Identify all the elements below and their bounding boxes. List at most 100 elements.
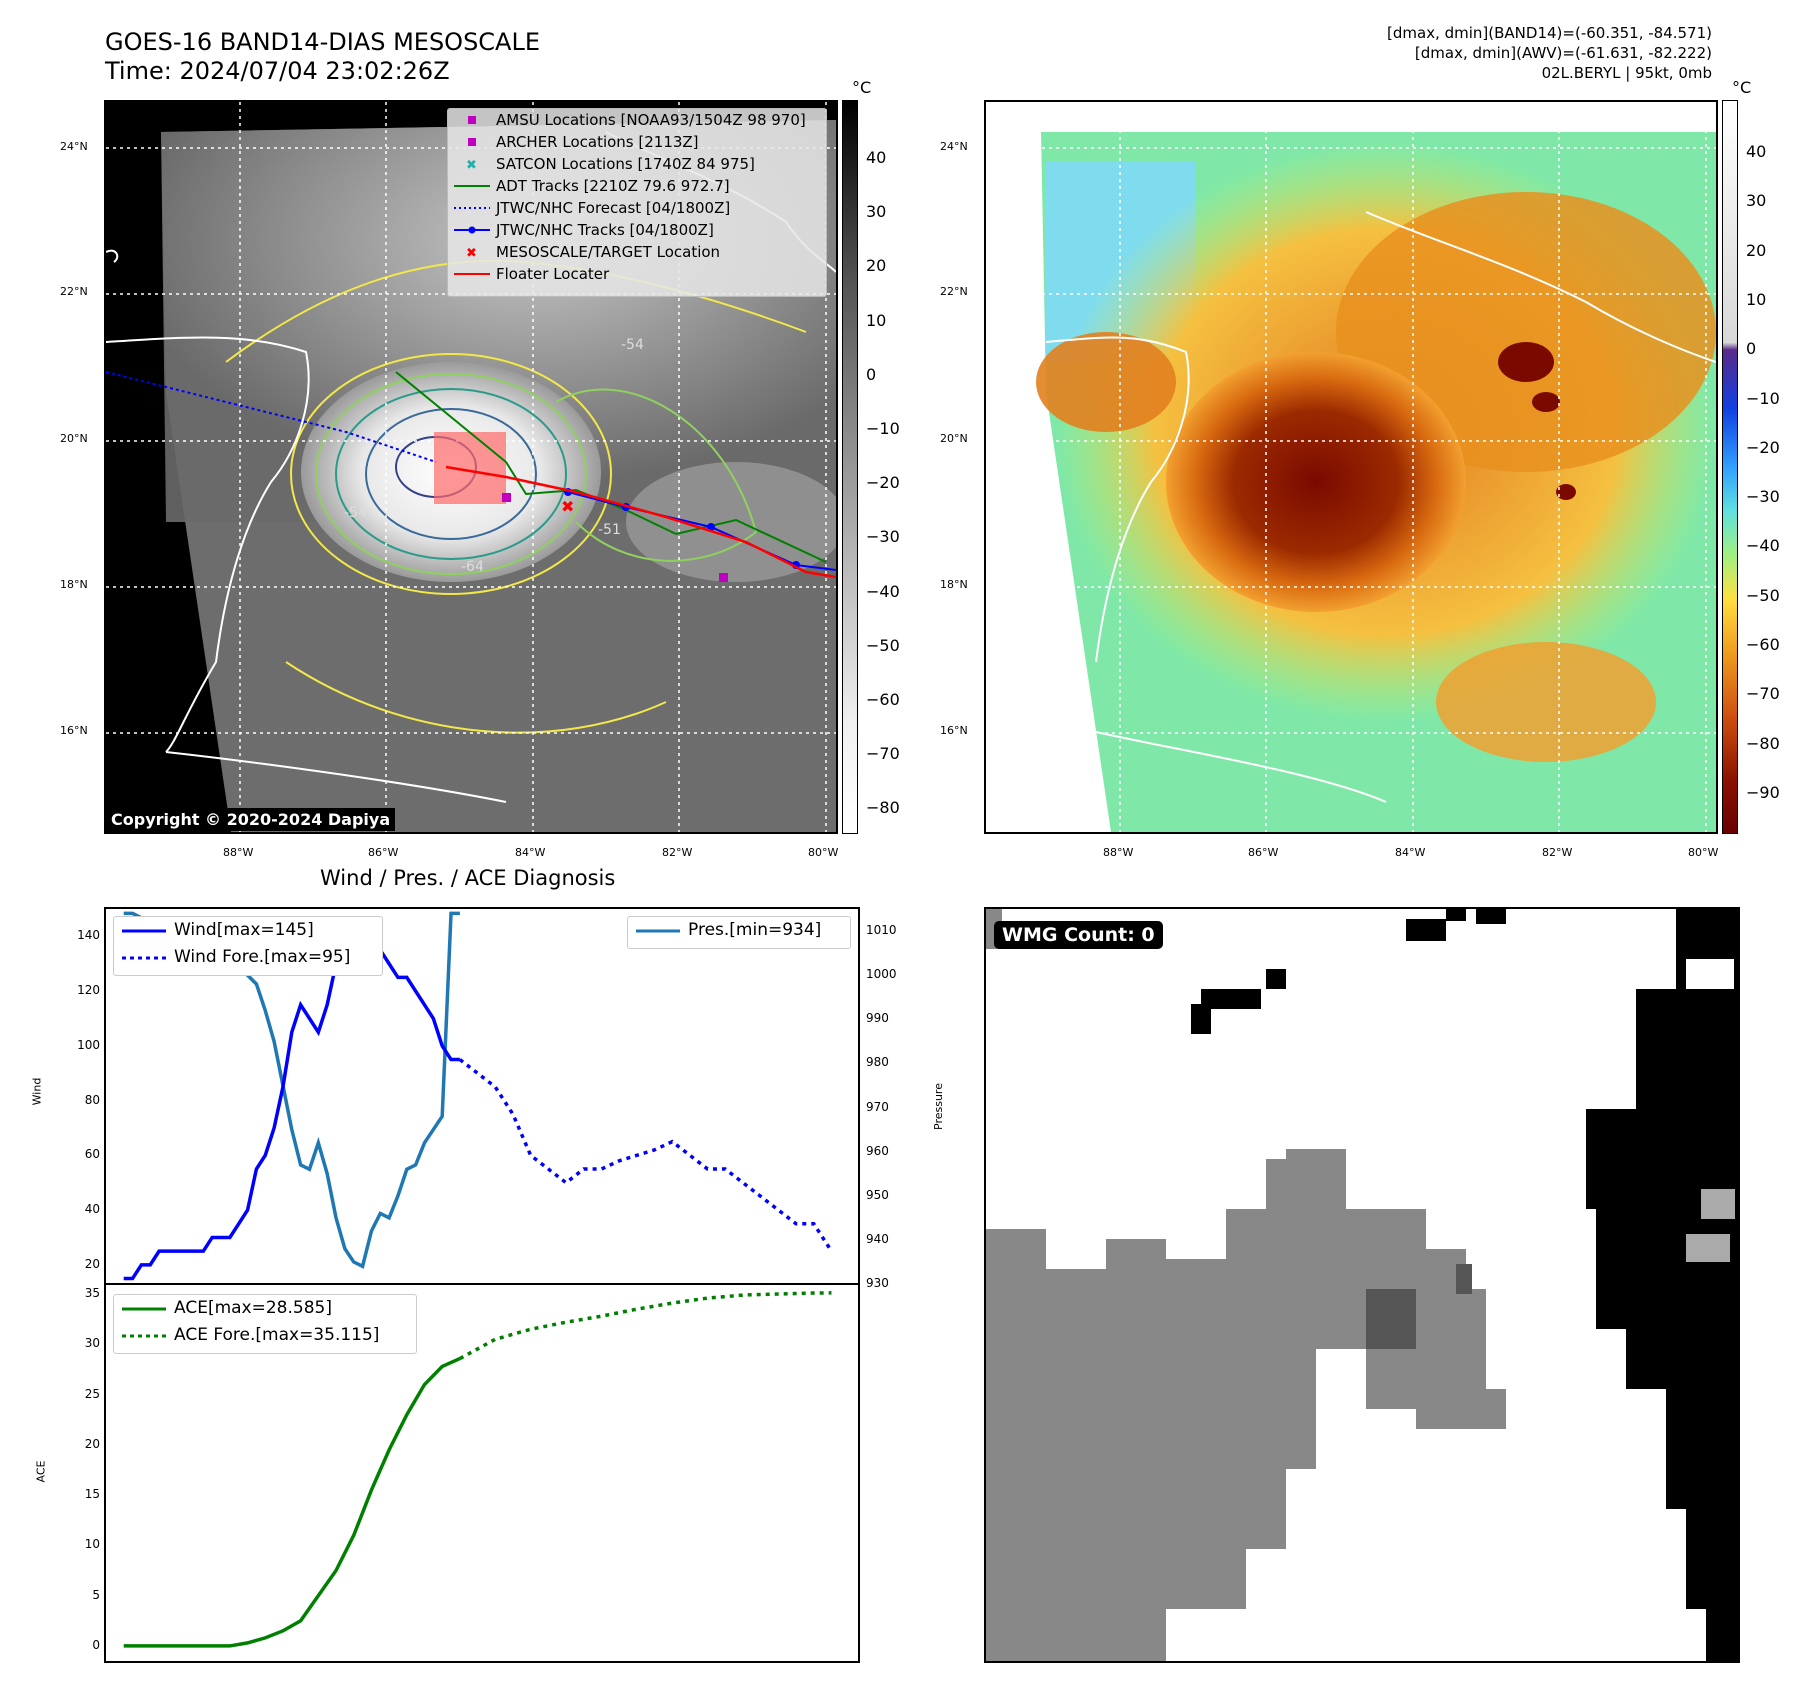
lat-label: 18°N — [60, 578, 88, 591]
colorbar-left-tick: −20 — [866, 473, 900, 493]
colorbar-left — [842, 100, 858, 834]
legend-item-archer: ARCHER Locations [2113Z] — [448, 131, 826, 153]
lat-label: 18°N — [940, 578, 968, 591]
wind-tick-label: 40 — [84, 1202, 100, 1217]
colorbar-left-tick: 10 — [866, 310, 887, 330]
colorbar-left-tick: −30 — [866, 527, 900, 547]
diagnosis-chart-frame — [104, 907, 860, 1663]
colorbar-left-tick: −70 — [866, 744, 900, 764]
wind-axis-label: Wind — [30, 1077, 44, 1106]
lat-label: 16°N — [940, 724, 968, 737]
svg-text:✖: ✖ — [561, 497, 574, 516]
ace-tick-label: 25 — [84, 1386, 100, 1401]
floater-box — [434, 432, 506, 504]
legend-item-floater: Floater Locater — [454, 265, 610, 283]
colorbar-left-tick: 30 — [866, 202, 887, 222]
wind-tick-label: 60 — [84, 1147, 100, 1162]
legend-item-wind-forecast: Wind Fore.[max=95] — [122, 947, 351, 967]
pressure-tick-label: 1010 — [866, 923, 897, 938]
wind-tick-label: 120 — [77, 983, 100, 998]
legend-item-forecast: JTWC/NHC Forecast [04/1800Z] — [454, 199, 731, 217]
pressure-tick-label: 970 — [866, 1099, 889, 1114]
pressure-tick-label: 960 — [866, 1143, 889, 1158]
copyright-badge: Copyright © 2020-2024 Dapiya — [106, 808, 396, 831]
pressure-tick-label: 1000 — [866, 967, 897, 982]
svg-text:✖: ✖ — [466, 246, 477, 259]
colorbar-right — [1722, 100, 1738, 834]
lon-label: 82°W — [662, 846, 693, 859]
wind-tick-label: 140 — [77, 928, 100, 943]
legend-item-satcon: ✖ SATCON Locations [1740Z 84 975] — [466, 155, 755, 173]
ace-tick-label: 35 — [84, 1286, 100, 1301]
colorbar-right-tick: 20 — [1746, 240, 1767, 260]
wmg-image — [986, 909, 1738, 1661]
ace-tick-label: 20 — [84, 1436, 100, 1451]
lon-label: 80°W — [808, 846, 839, 859]
legend-item-ace-forecast: ACE Fore.[max=35.115] — [122, 1325, 380, 1345]
colorbar-left-tick: −40 — [866, 581, 900, 601]
pressure-tick-label: 940 — [866, 1231, 889, 1246]
lon-label: 84°W — [515, 846, 546, 859]
pressure-legend: Pres.[min=934] — [627, 916, 851, 949]
colorbar-left-tick: 40 — [866, 148, 887, 167]
colorbar-left-unit: °C — [852, 78, 872, 97]
wind-forecast-series-line — [458, 1058, 833, 1253]
ace-axis-label: ACE — [34, 1460, 48, 1483]
pressure-tick-label: 990 — [866, 1011, 889, 1026]
ace-tick-label: 5 — [92, 1587, 100, 1602]
dmax-band14-text: [dmax, dmin](BAND14)=(-60.351, -84.571) — [1387, 24, 1712, 42]
colorbar-left-tick: 0 — [866, 364, 877, 384]
lat-label: 24°N — [940, 140, 968, 153]
lat-label: 20°N — [60, 432, 88, 445]
colorbar-right-tick: −90 — [1746, 782, 1780, 802]
colorbar-right-unit: °C — [1732, 78, 1752, 97]
ace-forecast-series-line — [459, 1291, 832, 1361]
main-title: GOES-16 BAND14-DIAS MESOSCALE — [105, 28, 541, 56]
wind-tick-label: 100 — [77, 1037, 100, 1052]
pressure-axis-label: Pressure — [931, 1083, 945, 1130]
legend-item-wind: Wind[max=145] — [122, 920, 314, 940]
lat-label: 20°N — [940, 432, 968, 445]
legend-item-target: ✖ MESOSCALE/TARGET Location — [466, 243, 721, 261]
diagnosis-title: Wind / Pres. / ACE Diagnosis — [320, 866, 616, 890]
ace-tick-label: 0 — [92, 1637, 100, 1652]
lon-label: 86°W — [368, 846, 399, 859]
wmg-count-badge: WMG Count: 0 — [994, 921, 1163, 949]
colorbar-right-tick: −50 — [1746, 585, 1780, 605]
colorbar-right-tick: 0 — [1746, 339, 1757, 359]
contour-label: -54 — [344, 505, 367, 521]
colorbar-left-tick: 20 — [866, 256, 887, 276]
lat-label: 22°N — [940, 285, 968, 298]
colorbar-right-tick: −30 — [1746, 487, 1780, 507]
lat-label: 16°N — [60, 724, 88, 737]
colorbar-right-tick: −80 — [1746, 733, 1780, 753]
wmg-panel — [984, 907, 1740, 1663]
legend-item-adt: ADT Tracks [2210Z 79.6 972.7] — [454, 177, 730, 195]
lon-label: 88°W — [223, 846, 254, 859]
ace-series-line — [123, 1356, 461, 1648]
legend-item-ace: ACE[max=28.585] — [122, 1298, 332, 1318]
lon-label: 88°W — [1103, 846, 1134, 859]
pressure-tick-label: 950 — [866, 1187, 889, 1202]
diagnosis-chart — [106, 911, 858, 1648]
colorbar-right-tick: 30 — [1746, 191, 1767, 211]
ace-legend: ACE[max=28.585] ACE Fore.[max=35.115] — [113, 1294, 417, 1354]
svg-text:✖: ✖ — [466, 158, 477, 171]
time-title: Time: 2024/07/04 23:02:26Z — [105, 57, 450, 85]
wind-tick-label: 20 — [84, 1256, 100, 1271]
colorbar-right-tick: 10 — [1746, 289, 1767, 309]
colorbar-left-tick: −50 — [866, 635, 900, 655]
colorbar-right-tick: −10 — [1746, 388, 1780, 408]
wind-legend: Wind[max=145] Wind Fore.[max=95] — [113, 916, 383, 976]
colorbar-right-tick: −20 — [1746, 437, 1780, 457]
wind-series-line — [123, 920, 460, 1281]
contour-label: -64 — [461, 559, 484, 575]
wind-tick-label: 80 — [84, 1092, 100, 1107]
colorbar-right-tick: 40 — [1746, 142, 1767, 161]
legend-item-amsu: AMSU Locations [NOAA93/1504Z 98 970] — [448, 109, 826, 131]
legend-item-tracks: JTWC/NHC Tracks [04/1800Z] — [448, 219, 826, 241]
dmax-awv-text: [dmax, dmin](AWV)=(-61.631, -82.222) — [1414, 44, 1712, 62]
lat-label: 24°N — [60, 140, 88, 153]
lat-label: 22°N — [60, 285, 88, 298]
colorbar-left-tick: −10 — [866, 419, 900, 438]
